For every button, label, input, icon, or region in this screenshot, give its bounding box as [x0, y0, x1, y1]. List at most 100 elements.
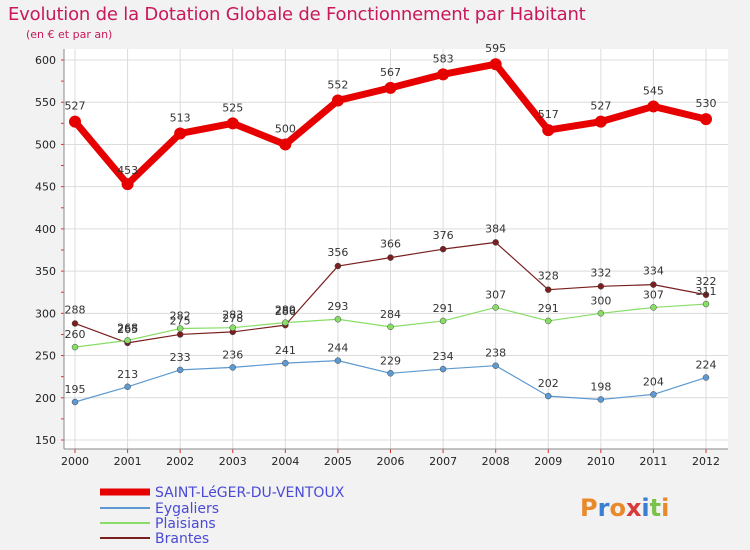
data-point	[702, 291, 710, 299]
legend-label: Plaisians	[155, 516, 216, 532]
data-point	[702, 300, 710, 308]
y-tick-label: 300	[35, 307, 56, 320]
data-point	[597, 283, 605, 290]
data-point	[176, 331, 184, 338]
data-point	[176, 366, 184, 374]
data-label: 233	[170, 351, 191, 364]
x-tick-label: 2007	[429, 455, 457, 468]
data-label: 328	[538, 270, 559, 283]
data-point	[492, 239, 499, 246]
x-tick-label: 2006	[377, 455, 405, 468]
x-tick-label: 2012	[692, 455, 720, 468]
data-point	[387, 323, 394, 331]
data-label: 234	[433, 350, 454, 363]
x-tick-label: 2003	[219, 455, 247, 468]
data-label: 356	[327, 246, 348, 259]
data-label: 527	[590, 100, 611, 113]
data-point	[334, 315, 342, 323]
data-point	[650, 281, 657, 288]
data-point	[492, 304, 499, 311]
data-label: 213	[117, 368, 138, 381]
data-label: 244	[327, 342, 348, 355]
x-tick-label: 2004	[271, 455, 299, 468]
data-point	[387, 370, 394, 377]
data-label: 195	[65, 383, 86, 396]
data-point	[545, 392, 552, 400]
data-point	[176, 325, 184, 332]
data-point	[226, 117, 239, 130]
data-label: 376	[433, 229, 454, 242]
y-tick-label: 600	[35, 54, 56, 67]
y-tick-label: 450	[35, 181, 56, 194]
data-label: 384	[485, 222, 506, 235]
data-label: 238	[485, 347, 506, 360]
data-label: 275	[170, 314, 191, 327]
data-point	[650, 304, 657, 311]
data-label: 291	[538, 302, 559, 315]
data-label: 552	[327, 79, 348, 92]
legend-label: SAINT-LéGER-DU-VENTOUX	[155, 485, 345, 501]
data-label: 224	[696, 359, 717, 372]
y-tick-label: 150	[35, 434, 56, 447]
data-point	[71, 343, 79, 351]
data-point	[174, 127, 187, 140]
data-label: 291	[433, 302, 454, 315]
data-point	[71, 398, 79, 406]
data-label: 527	[65, 100, 86, 113]
data-label: 525	[222, 101, 243, 114]
y-tick-label: 350	[35, 265, 56, 278]
y-tick-label: 200	[35, 392, 56, 405]
data-point	[229, 364, 236, 371]
data-point	[545, 286, 552, 293]
data-label: 293	[327, 300, 348, 313]
data-point	[69, 115, 81, 128]
data-label: 260	[65, 328, 86, 341]
y-tick-label: 550	[35, 96, 56, 109]
data-label: 366	[380, 238, 401, 251]
data-label: 583	[433, 52, 454, 65]
data-label: 282	[170, 310, 191, 323]
data-label: 307	[643, 288, 664, 301]
data-label: 311	[696, 285, 717, 298]
legend-label: Brantes	[155, 531, 209, 547]
data-label: 307	[485, 288, 506, 301]
chart-subtitle: (en € et par an)	[26, 28, 113, 41]
data-point	[437, 68, 450, 81]
data-point	[121, 178, 134, 191]
x-tick-label: 2005	[324, 455, 352, 468]
data-point	[331, 94, 344, 107]
data-label: 236	[222, 348, 243, 361]
data-point	[650, 391, 657, 398]
y-tick-label: 250	[35, 350, 56, 363]
data-label: 300	[590, 294, 611, 307]
data-label: 202	[538, 377, 559, 390]
chart-title: Evolution de la Dotation Globale de Fonc…	[8, 4, 586, 25]
data-point	[439, 245, 447, 253]
data-label: 229	[380, 354, 401, 367]
data-label: 500	[275, 122, 296, 135]
data-point	[542, 124, 555, 137]
x-tick-label: 2000	[61, 455, 89, 468]
data-label: 289	[275, 304, 296, 317]
data-label: 530	[696, 97, 717, 110]
data-point	[334, 262, 342, 270]
data-label: 517	[538, 108, 559, 121]
data-point	[229, 324, 236, 331]
x-tick-label: 2011	[639, 455, 667, 468]
data-point	[597, 396, 605, 403]
data-point	[387, 254, 394, 261]
data-label: 332	[590, 266, 611, 279]
data-label: 595	[485, 42, 506, 55]
data-label: 545	[643, 84, 664, 97]
data-point	[439, 317, 447, 325]
x-tick-label: 2009	[534, 455, 562, 468]
data-point	[545, 317, 552, 325]
data-point	[71, 320, 79, 327]
data-point	[597, 310, 605, 317]
data-label: 334	[643, 265, 664, 278]
data-point	[334, 357, 342, 364]
data-label: 241	[275, 344, 296, 357]
brand-logo: Proxiti	[580, 494, 669, 522]
